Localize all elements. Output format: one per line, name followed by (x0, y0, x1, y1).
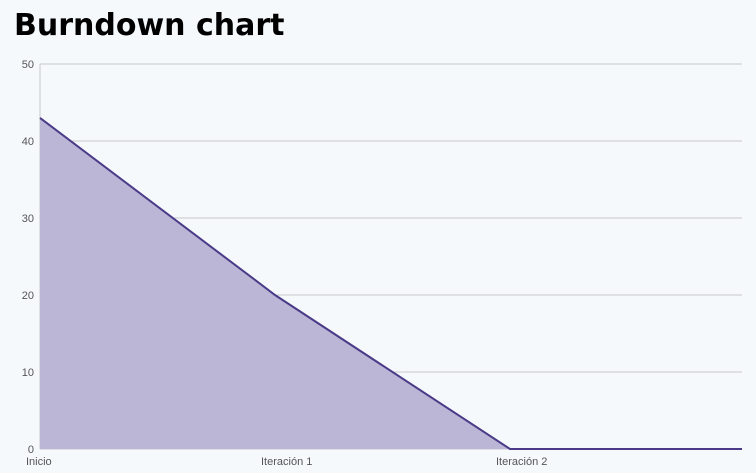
x-tick-label-0: Inicio (26, 456, 52, 468)
y-tick-label-0: 0 (28, 444, 34, 456)
chart-title: Burndown chart (14, 8, 285, 43)
y-tick-label-50: 50 (22, 59, 34, 71)
y-axis-ticks: 0 10 20 30 40 50 (22, 59, 34, 456)
y-tick-label-30: 30 (22, 213, 34, 225)
y-tick-label-10: 10 (22, 367, 34, 379)
y-tick-label-20: 20 (22, 290, 34, 302)
series-layer (39, 117, 742, 450)
y-tick-label-40: 40 (22, 136, 34, 148)
x-tick-label-1: Iteración 1 (261, 456, 312, 468)
x-axis-ticks: Inicio Iteración 1 Iteración 2 (26, 456, 547, 468)
series-line (39, 117, 742, 450)
x-tick-label-2: Iteración 2 (496, 456, 547, 468)
series-area (40, 117, 742, 450)
